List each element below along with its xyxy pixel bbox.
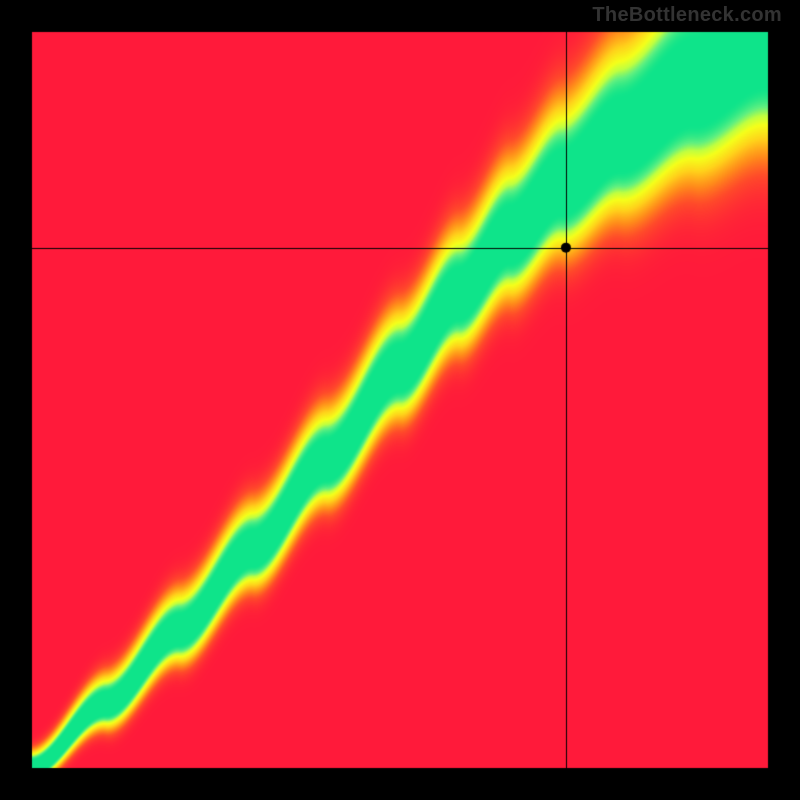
watermark-text: TheBottleneck.com — [592, 4, 782, 27]
heatmap-canvas-wrap — [0, 0, 800, 800]
chart-container: TheBottleneck.com — [0, 0, 800, 800]
heatmap-canvas — [0, 0, 800, 800]
